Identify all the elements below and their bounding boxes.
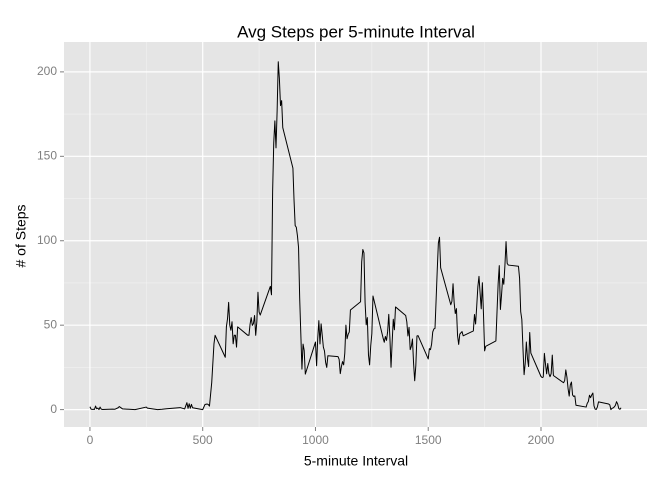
data-line bbox=[89, 61, 622, 411]
y-tick-label: 50 bbox=[44, 317, 58, 331]
marks bbox=[89, 61, 622, 411]
panel bbox=[64, 42, 647, 427]
x-tick-label: 2000 bbox=[528, 433, 555, 447]
x-axis-label: 5-minute Interval bbox=[304, 453, 408, 469]
y-tick-label: 150 bbox=[37, 148, 57, 162]
grid bbox=[64, 42, 647, 427]
x-tick-label: 500 bbox=[193, 433, 213, 447]
x-tick-label: 1000 bbox=[302, 433, 329, 447]
x-tick-label: 1500 bbox=[415, 433, 442, 447]
x-tick-label: 0 bbox=[87, 433, 94, 447]
y-axis-label: # of Steps bbox=[13, 204, 29, 267]
y-tick-label: 0 bbox=[50, 402, 57, 416]
y-tick-label: 100 bbox=[37, 233, 57, 247]
chart-title: Avg Steps per 5-minute Interval bbox=[237, 22, 475, 41]
y-tick-label: 200 bbox=[37, 64, 57, 78]
